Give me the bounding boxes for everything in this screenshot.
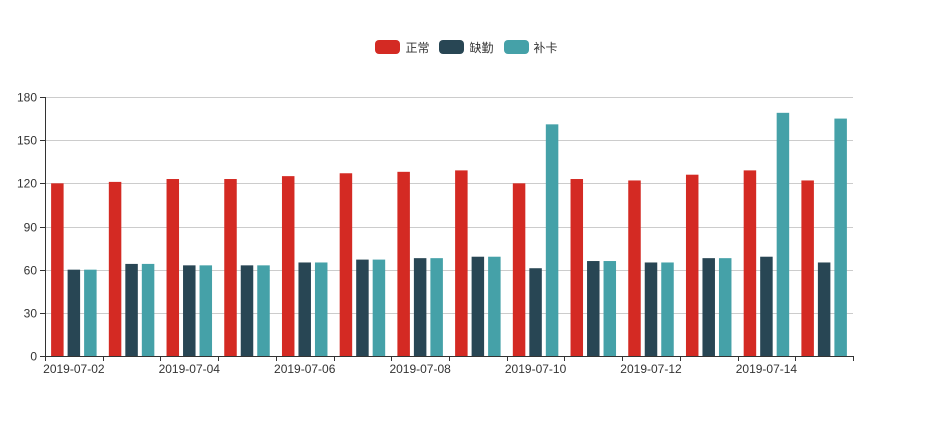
bar-normal — [743, 170, 757, 356]
x-tick-label: 2019-07-02 — [43, 362, 105, 376]
bar-normal — [512, 183, 526, 356]
bar-makeup — [314, 262, 328, 356]
legend-label-normal: 正常 — [405, 40, 430, 55]
bar-normal — [801, 180, 814, 356]
bar-makeup — [488, 256, 501, 356]
bar-makeup — [545, 124, 559, 356]
legend-swatch-makeup — [503, 40, 529, 54]
y-tick-label: 120 — [17, 177, 37, 191]
bar-normal — [455, 170, 468, 356]
legend-item-makeup[interactable]: 补卡 — [503, 39, 558, 55]
legend-swatch-normal — [375, 40, 401, 54]
bar-makeup — [257, 265, 270, 356]
bar-absent — [471, 256, 485, 356]
x-tick-label: 2019-07-06 — [274, 362, 336, 376]
legend-item-normal[interactable]: 正常 — [375, 39, 429, 55]
bar-normal — [281, 176, 295, 356]
y-tick-label: 150 — [17, 134, 37, 148]
x-tick-label: 2019-07-08 — [389, 362, 451, 376]
bar-normal — [339, 173, 353, 356]
bar-absent — [183, 265, 196, 356]
x-tick-label: 2019-07-14 — [736, 362, 798, 376]
bar-absent — [644, 262, 658, 356]
bar-normal — [628, 180, 641, 356]
legend-label-makeup: 补卡 — [533, 40, 558, 55]
legend-label-absent: 缺勤 — [469, 40, 494, 55]
bar-makeup — [718, 258, 732, 356]
bar-normal — [166, 179, 180, 356]
y-tick-label: 0 — [30, 350, 37, 364]
bar-makeup — [199, 265, 213, 356]
y-tick-label: 30 — [24, 307, 38, 321]
legend: 正常 缺勤 补卡 — [0, 39, 933, 55]
x-tick-label: 2019-07-04 — [159, 362, 221, 376]
x-tick-label: 2019-07-12 — [620, 362, 682, 376]
y-tick-label: 60 — [24, 264, 38, 278]
bar-absent — [356, 259, 369, 356]
bar-makeup — [430, 258, 443, 356]
bar-absent — [529, 268, 542, 356]
bar-normal — [224, 179, 237, 356]
bar-normal — [108, 181, 122, 356]
bar-makeup — [603, 261, 617, 356]
bar-absent — [702, 258, 715, 356]
bar-makeup — [776, 112, 790, 356]
y-tick-label: 90 — [24, 221, 38, 235]
bar-absent — [587, 261, 600, 356]
bar-makeup — [661, 262, 674, 356]
bar-makeup — [141, 263, 155, 356]
legend-swatch-absent — [439, 40, 465, 54]
bar-makeup — [84, 269, 97, 356]
bar-absent — [298, 262, 311, 356]
bar-absent — [67, 269, 81, 356]
bar-normal — [685, 174, 699, 356]
bar-normal — [570, 179, 584, 356]
bar-normal — [51, 183, 64, 356]
legend-item-absent[interactable]: 缺勤 — [439, 39, 494, 55]
bar-absent — [760, 256, 773, 356]
x-tick-label: 2019-07-10 — [505, 362, 567, 376]
bar-absent — [125, 263, 138, 356]
y-tick-label: 180 — [17, 91, 37, 105]
bar-absent — [817, 262, 831, 356]
bar-absent — [240, 265, 254, 356]
bar-normal — [397, 171, 410, 356]
bar-makeup — [372, 259, 386, 356]
bar-makeup — [834, 118, 847, 356]
bar-absent — [413, 258, 427, 356]
